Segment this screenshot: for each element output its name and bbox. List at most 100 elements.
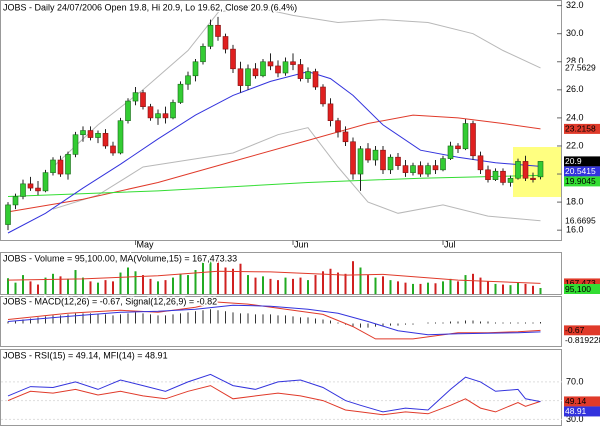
volume-bar: [52, 273, 54, 294]
value-tag: 20.9: [565, 156, 582, 166]
candle-body: [192, 61, 199, 77]
volume-bar: [284, 277, 287, 294]
candle-body: [207, 24, 214, 47]
candle-body: [320, 86, 326, 105]
volume-bar: [367, 275, 369, 294]
candle-body: [200, 46, 206, 63]
volume-bar: [44, 277, 47, 294]
value-tag-bg: [564, 335, 600, 346]
candle-body: [275, 65, 281, 74]
x-tick-label: May: [137, 239, 155, 249]
volume-bar: [239, 263, 242, 294]
candle-body: [305, 71, 311, 79]
volume-bar: [337, 272, 339, 294]
value-tag: 49.14: [565, 396, 587, 406]
volume-bar: [502, 284, 504, 294]
indicator-line: [7, 373, 541, 413]
candle-body: [72, 134, 79, 155]
candle-body: [57, 159, 64, 175]
candle-body: [455, 145, 461, 150]
candle-body: [252, 68, 259, 77]
y-tick-label: 26.0: [566, 84, 584, 94]
candle-body: [410, 165, 416, 173]
candle-body: [462, 123, 469, 150]
candle-body: [20, 183, 26, 197]
volume-title: JOBS - Volume = 95,100.00, MA(Volume,15)…: [3, 253, 237, 263]
candle-body: [185, 75, 191, 85]
value-tag: 95,100: [565, 284, 591, 294]
candle-body: [365, 148, 371, 161]
volume-frame: [0, 252, 562, 295]
candle-body: [162, 113, 169, 119]
candle-body: [87, 130, 94, 138]
volume-bar: [434, 283, 437, 294]
candle-body: [50, 159, 56, 173]
y-tick-label: 28.0: [566, 56, 584, 66]
indicator-line: [7, 174, 541, 197]
volume-bar: [419, 283, 422, 294]
volume-bar: [479, 277, 482, 294]
price-title: JOBS - Daily 24/07/2006 Open 19.8, Hi 20…: [3, 2, 297, 12]
candle-body: [492, 170, 499, 180]
volume-bar: [67, 278, 69, 294]
volume-bar: [307, 280, 309, 294]
candle-body: [80, 130, 86, 136]
value-tag-bg: [564, 176, 600, 187]
candle-body: [140, 92, 146, 107]
volume-bar: [449, 278, 452, 294]
value-tag: -0.819228: [565, 335, 600, 345]
volume-bar: [142, 275, 144, 294]
candle-body: [342, 131, 349, 143]
value-tag-bg: [564, 406, 600, 417]
volume-bar: [359, 267, 362, 294]
volume-bar: [224, 267, 227, 294]
volume-bar: [329, 268, 332, 294]
volume-bar: [487, 281, 489, 294]
candle-body: [507, 177, 514, 183]
volume-bar: [112, 281, 114, 294]
candle-body: [350, 141, 356, 175]
volume-bar: [382, 276, 384, 294]
volume-bar: [464, 275, 467, 294]
volume-bar: [172, 277, 174, 294]
candle-body: [117, 120, 124, 154]
candle-body: [500, 170, 506, 183]
y-tick-label: 18.0: [566, 196, 584, 206]
volume-bar: [322, 271, 324, 294]
volume-bar: [494, 283, 497, 294]
candle-body: [395, 156, 401, 166]
value-tag: 23.2158: [565, 124, 596, 134]
candle-body: [290, 61, 296, 65]
candle-body: [155, 113, 161, 119]
candle-body: [245, 68, 251, 86]
volume-bar: [22, 275, 24, 294]
value-tag: 20.5415: [565, 166, 596, 176]
candle-body: [387, 156, 394, 171]
value-tag-bg: [564, 215, 600, 226]
volume-bar: [524, 283, 527, 294]
volume-bar: [59, 276, 62, 294]
macd-title: JOBS - MACD(12,26) = -0.67, Signal(12,26…: [3, 296, 217, 306]
candle-body: [470, 123, 476, 157]
candle-body: [260, 61, 266, 77]
candle-body: [282, 61, 289, 74]
candle-body: [297, 64, 304, 79]
volume-bar: [187, 275, 189, 294]
volume-bar: [532, 285, 534, 294]
candle-body: [425, 165, 431, 175]
y-tick-label: 32.0: [566, 0, 584, 10]
candle-body: [12, 196, 19, 206]
candle-body: [110, 145, 116, 154]
volume-bar: [104, 280, 107, 294]
candle-body: [485, 169, 491, 180]
volume-bar: [262, 276, 264, 294]
volume-bar: [232, 268, 234, 294]
y-tick-label: 16.0: [566, 225, 584, 235]
x-tick-label: Jun: [294, 239, 309, 249]
value-tag-bg: [564, 284, 600, 294]
candle-body: [132, 92, 139, 102]
value-tag-bg: [564, 62, 600, 73]
candle-body: [335, 120, 341, 133]
macd-frame: [0, 296, 562, 347]
x-tick-label: Jul: [444, 239, 456, 249]
